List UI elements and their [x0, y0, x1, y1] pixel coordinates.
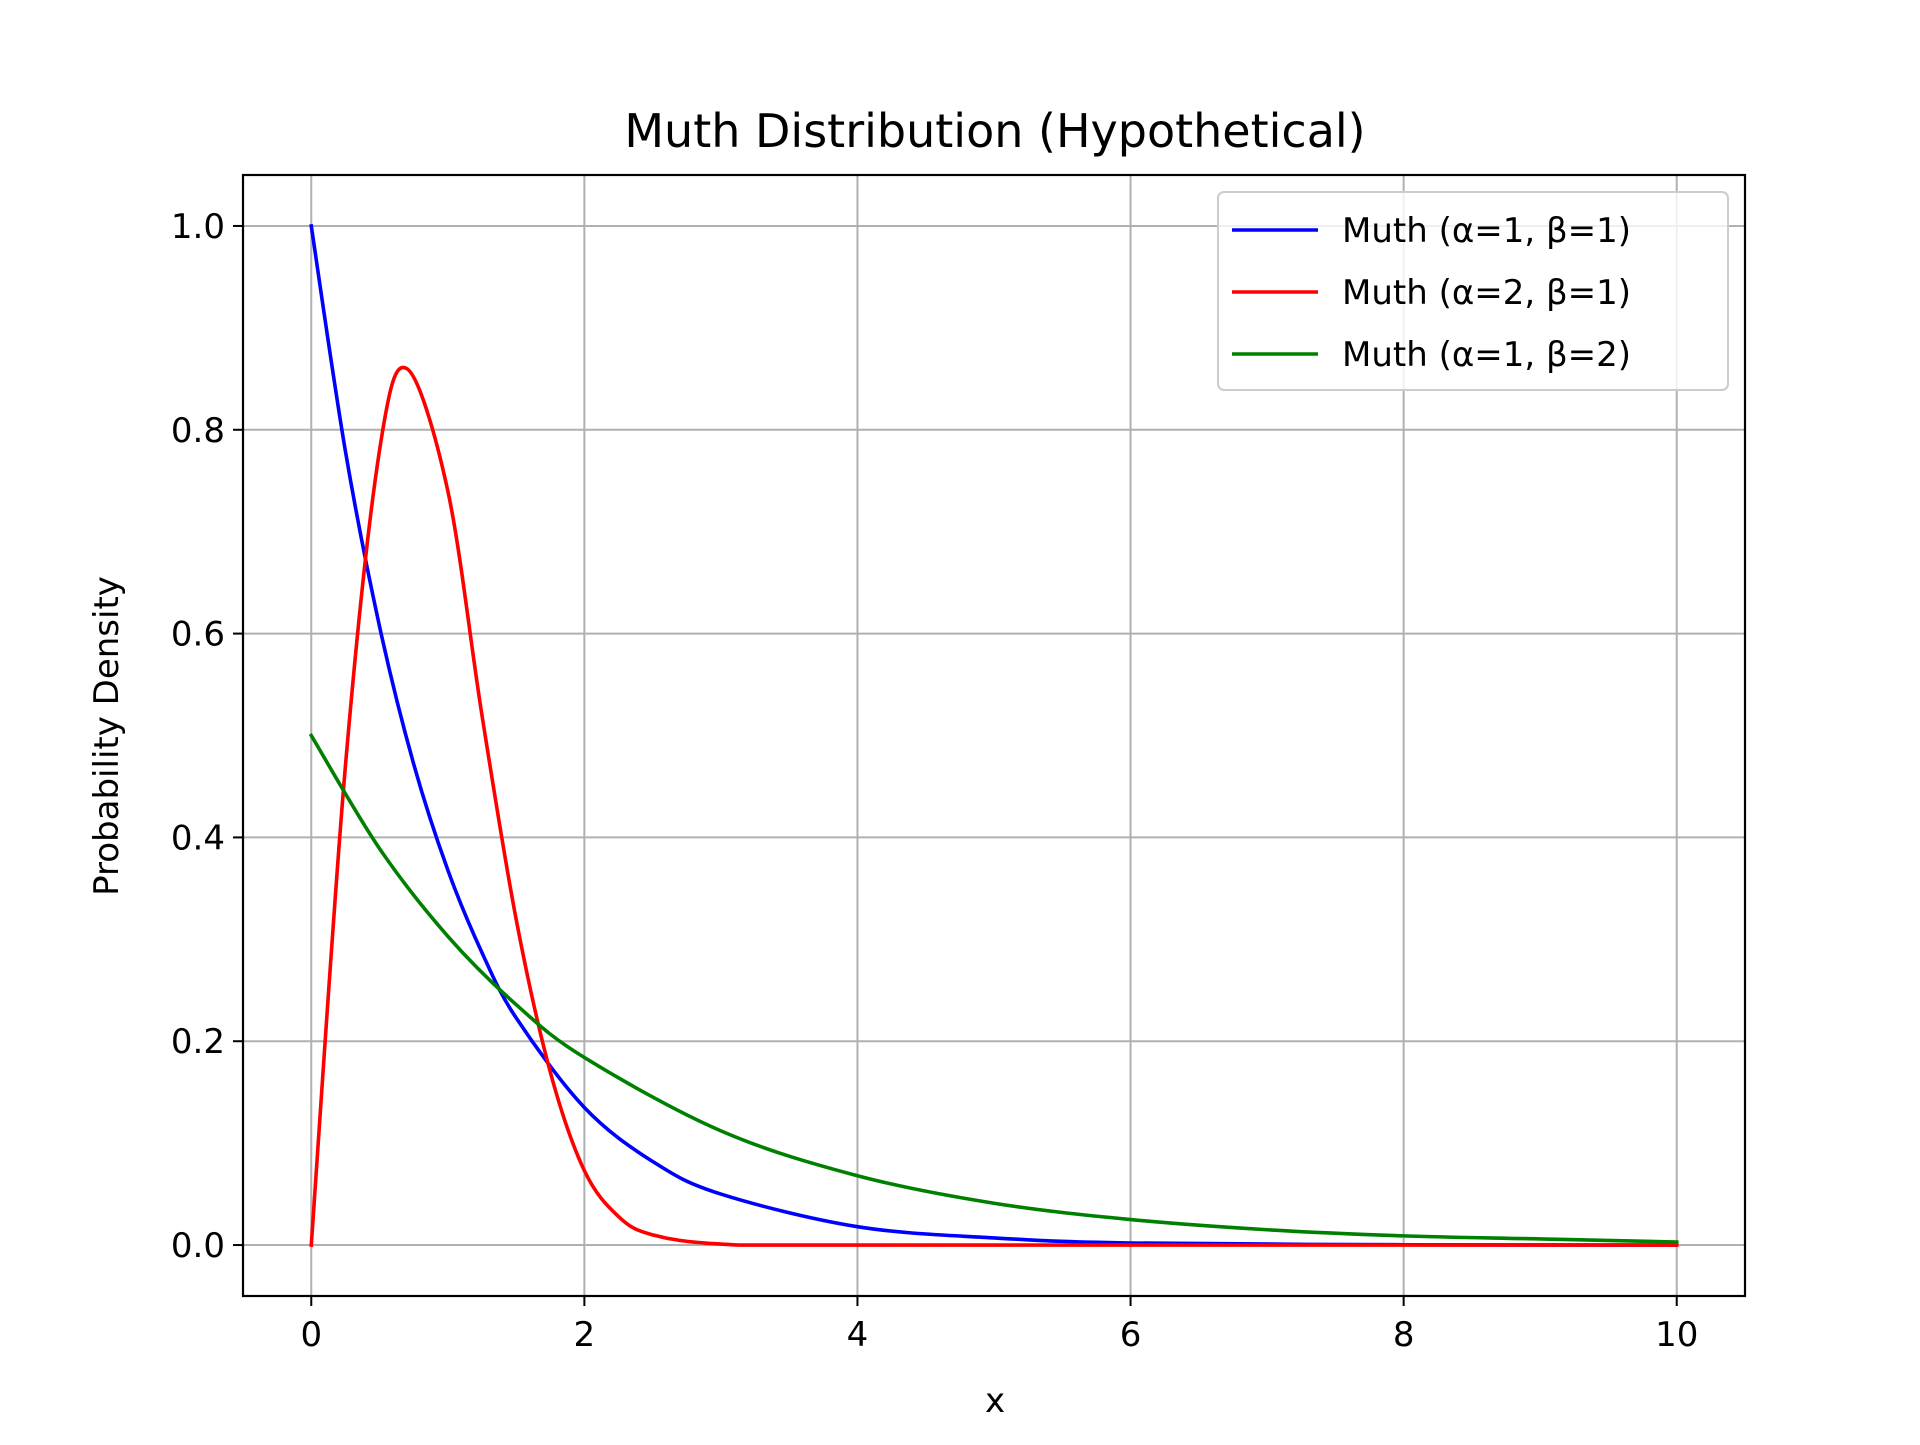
legend-label-1: Muth (α=1, β=1): [1342, 211, 1631, 251]
axis-ticks: 0 2 4 6 8 10 0.0 0.2 0.4 0.6 0.8 1.0: [171, 207, 1698, 1355]
y-tick-label: 0.0: [171, 1226, 225, 1266]
y-tick-label: 0.4: [171, 818, 225, 858]
x-axis-label: x: [985, 1381, 1005, 1421]
series-lines: [308, 223, 1679, 1247]
x-tick-label: 8: [1393, 1315, 1415, 1355]
grid: [243, 175, 1745, 1296]
x-tick-label: 0: [300, 1315, 322, 1355]
plot-frame: [241, 173, 1747, 1298]
y-tick-label: 0.6: [171, 615, 225, 655]
y-tick-label: 0.8: [171, 411, 225, 451]
series-line-3: [308, 733, 1679, 1244]
y-tick-label: 1.0: [171, 207, 225, 247]
y-tick-label: 0.2: [171, 1022, 225, 1062]
x-tick-label: 2: [574, 1315, 596, 1355]
y-axis-label: Probability Density: [87, 576, 127, 896]
series-line-2: [309, 365, 1679, 1247]
chart-title: Muth Distribution (Hypothetical): [624, 104, 1365, 158]
x-tick-label: 4: [847, 1315, 869, 1355]
x-tick-label: 10: [1655, 1315, 1698, 1355]
legend-box: [1217, 191, 1729, 391]
legend: Muth (α=1, β=1) Muth (α=2, β=1) Muth (α=1,…: [1217, 191, 1729, 391]
legend-label-2: Muth (α=2, β=1): [1342, 273, 1631, 313]
legend-label-3: Muth (α=1, β=2): [1342, 335, 1631, 375]
x-tick-label: 6: [1120, 1315, 1142, 1355]
